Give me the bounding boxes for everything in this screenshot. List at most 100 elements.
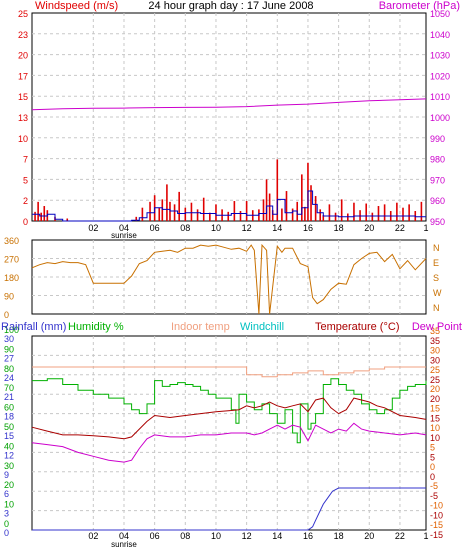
x-tick-label: 20 (364, 223, 374, 233)
barometer-axis-label: Barometer (hPa) (379, 0, 460, 12)
barometer-line (31, 98, 427, 111)
direction-tick-label: 90 (4, 292, 14, 302)
humidity-tick-label: 50 (4, 422, 14, 432)
temperature-tick-label: 0 (430, 462, 435, 472)
barometer-tick-label: 1000 (430, 113, 450, 123)
humidity-tick-label: 80 (4, 364, 14, 374)
direction-tick-label: 180 (4, 273, 19, 283)
windspeed-tick-label: 25 (18, 9, 28, 19)
rainfall-tick-label: 6 (4, 489, 9, 499)
dewpoint-tick-label: 35 (430, 336, 440, 346)
humidity-tick-label: 60 (4, 403, 14, 413)
humidity-tick-label: 90 (4, 344, 14, 354)
windspeed-axis-label: Windspeed (m/s) (35, 0, 118, 12)
temperature-tick-label: -10 (430, 501, 443, 511)
direction-tick-label: 0 (4, 310, 9, 320)
temperature-tick-label: -15 (430, 520, 443, 530)
windchill-label: Windchill (240, 321, 284, 333)
humidity-tick-label: 100 (4, 325, 19, 335)
x-tick-label: 08 (180, 531, 190, 541)
humidity-tick-label: 30 (4, 461, 14, 471)
rainfall-tick-label: 3 (4, 509, 9, 519)
compass-label: W (433, 288, 442, 298)
x-tick-label: 04 (119, 223, 129, 233)
direction-tick-label: 270 (4, 255, 19, 265)
windspeed-tick-label: 0 (23, 217, 28, 227)
wind-direction-line (31, 243, 427, 315)
rainfall-line (32, 487, 426, 531)
rainfall-tick-label: 18 (4, 412, 14, 422)
humidity-tick-label: 70 (4, 383, 14, 393)
x-tick-label: 06 (150, 223, 160, 233)
x-tick-label: 04 (119, 531, 129, 541)
x-tick-label: 08 (180, 223, 190, 233)
temperature-tick-label: 10 (430, 423, 440, 433)
sunrise-label: sunrise (111, 540, 137, 549)
x-tick-label: 14 (272, 531, 282, 541)
compass-label: E (433, 258, 439, 268)
x-tick-label: 22 (395, 531, 405, 541)
dewpoint-tick-label: -5 (430, 491, 438, 501)
dewpoint-line (31, 422, 427, 463)
windspeed-line (32, 190, 426, 222)
rainfall-tick-label: 24 (4, 373, 14, 383)
chart-title: 24 hour graph day : 17 June 2008 (148, 0, 313, 12)
windspeed-tick-label: 15 (18, 92, 28, 102)
barometer-tick-label: 960 (430, 196, 445, 206)
barometer-tick-label: 950 (430, 217, 445, 227)
humidity-tick-label: 10 (4, 500, 14, 510)
indoor-temp-line (32, 366, 426, 378)
windspeed-tick-label: 20 (18, 51, 28, 61)
windspeed-tick-label: 17 (18, 71, 28, 81)
humidity-axis-label: Humidity % (68, 321, 124, 333)
rainfall-tick-label: 21 (4, 392, 14, 402)
dewpoint-tick-label: 10 (430, 433, 440, 443)
x-tick-label: 10 (211, 531, 221, 541)
temperature-tick-label: 15 (430, 404, 440, 414)
dewpoint-tick-label: 20 (430, 394, 440, 404)
dewpoint-tick-label: 25 (430, 375, 440, 385)
x-tick-label: 16 (303, 531, 313, 541)
dewpoint-tick-label: -15 (430, 530, 443, 540)
x-tick-label: 1 (423, 531, 428, 541)
compass-label: N (433, 303, 440, 313)
dewpoint-tick-label: 0 (430, 472, 435, 482)
barometer-tick-label: 980 (430, 155, 445, 165)
x-tick-label: 10 (211, 223, 221, 233)
x-tick-label: 02 (88, 223, 98, 233)
temperature-tick-label: 20 (430, 384, 440, 394)
barometer-tick-label: 1030 (430, 51, 450, 61)
dewpoint-tick-label: 5 (430, 452, 435, 462)
windspeed-tick-label: 10 (18, 134, 28, 144)
humidity-tick-label: 0 (4, 519, 9, 529)
temperature-tick-label: 5 (430, 442, 435, 452)
rainfall-tick-label: 12 (4, 450, 14, 460)
barometer-tick-label: 1050 (430, 9, 450, 19)
x-tick-label: 14 (272, 223, 282, 233)
dewpoint-tick-label: 15 (430, 414, 440, 424)
windspeed-tick-label: 7 (23, 155, 28, 165)
temperature-axis-label: Temperature (°C) (315, 321, 399, 333)
x-tick-label: 1 (423, 223, 428, 233)
rainfall-tick-label: 15 (4, 431, 14, 441)
x-tick-label: 12 (242, 223, 252, 233)
dewpoint-axis-label: Dew Point (412, 321, 462, 333)
temperature-tick-label: 30 (430, 345, 440, 355)
temperature-tick-label: 35 (430, 326, 440, 336)
windspeed-tick-label: 13 (18, 113, 28, 123)
compass-label: N (433, 243, 440, 253)
humidity-tick-label: 20 (4, 480, 14, 490)
humidity-tick-label: 40 (4, 441, 14, 451)
dewpoint-tick-label: 30 (430, 355, 440, 365)
rainfall-tick-label: 0 (4, 528, 9, 538)
compass-label: S (433, 273, 439, 283)
windspeed-tick-label: 5 (23, 175, 28, 185)
rainfall-tick-label: 30 (4, 334, 14, 344)
barometer-tick-label: 990 (430, 134, 445, 144)
x-tick-label: 16 (303, 223, 313, 233)
barometer-tick-label: 1040 (430, 30, 450, 40)
windspeed-tick-label: 23 (18, 30, 28, 40)
temperature-tick-label: 25 (430, 365, 440, 375)
x-tick-label: 12 (242, 531, 252, 541)
x-tick-label: 18 (334, 223, 344, 233)
